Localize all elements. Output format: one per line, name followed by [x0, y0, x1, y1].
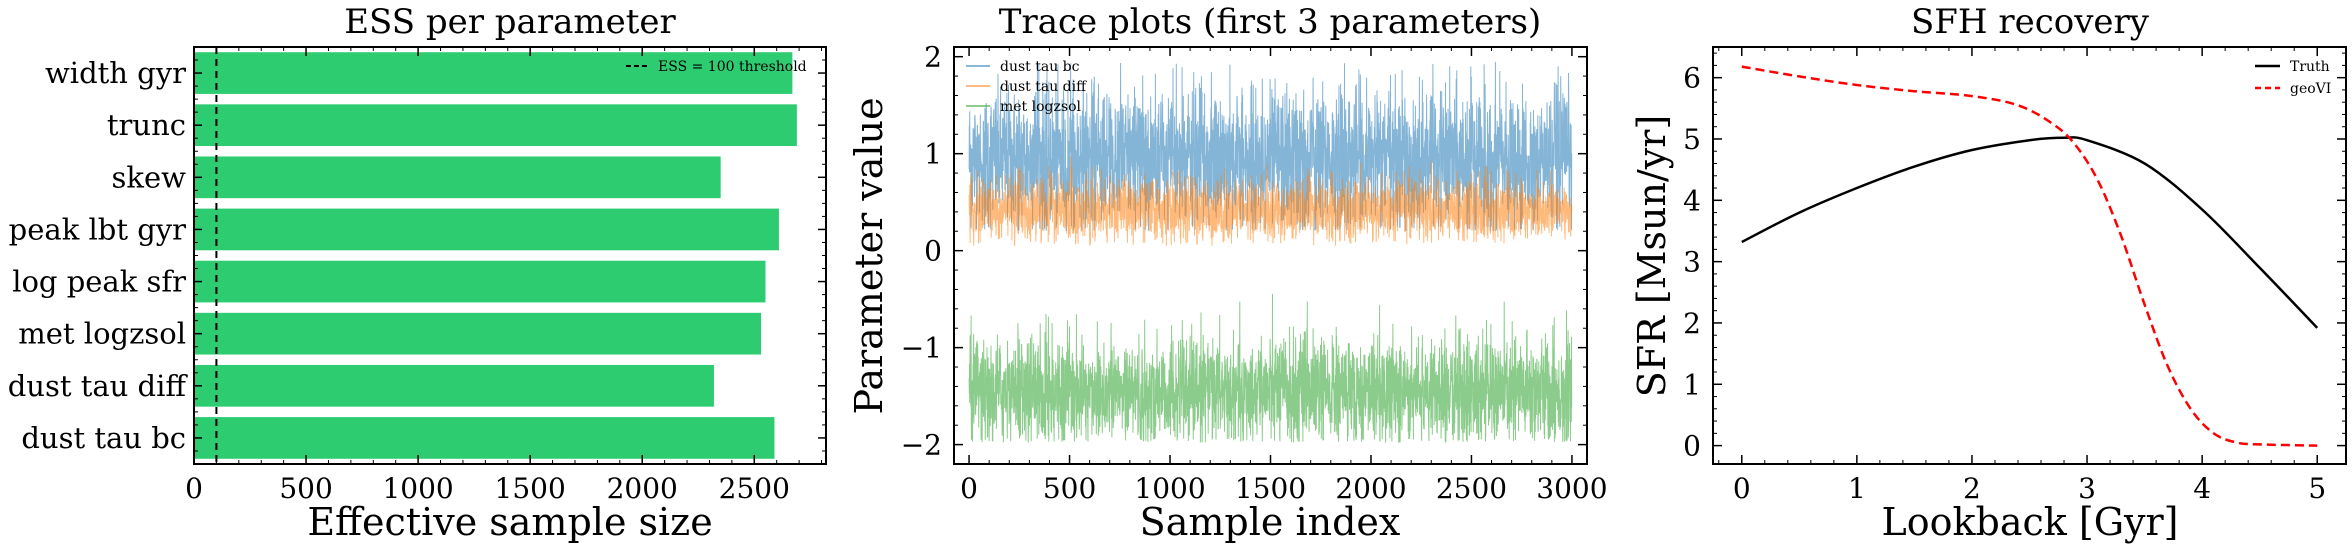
ess-x-ticks: 0 500 1000 1500 2000 2500 [185, 47, 823, 505]
sfh-x-tick-label: 5 [2308, 472, 2326, 505]
sfh-series [1741, 65, 2319, 447]
trace-y-tick-label: 0 [924, 235, 942, 268]
ess-category-label: dust tau diff [8, 369, 189, 403]
trace-x-tick-label: 1500 [1235, 472, 1306, 505]
sfh-y-tick-label: 6 [1683, 62, 1701, 95]
trace-legend: dust tau bc dust tau diff met logzsol [966, 59, 1087, 115]
trace-y-tick-label: −2 [901, 429, 942, 462]
ess-category-label: dust tau bc [21, 421, 186, 455]
ess-category-label: trunc [107, 108, 186, 142]
trace-legend-label: dust tau bc [1000, 59, 1080, 75]
ess-panel: ESS per parameter 0 500 1000 1500 2000 2500 w… [8, 2, 827, 544]
trace-legend-label: dust tau diff [1000, 79, 1087, 95]
ess-x-tick-label: 1500 [495, 472, 566, 505]
sfh-axes-frame [1712, 46, 2347, 465]
trace-x-tick-label: 0 [960, 472, 978, 505]
sfh-y-tick-label: 5 [1683, 123, 1701, 156]
ess-x-tick-label: 0 [185, 472, 203, 505]
ess-bar [194, 260, 766, 303]
sfh-legend-label: geoVI [2290, 81, 2331, 97]
ess-x-label: Effective sample size [307, 500, 712, 544]
ess-bar [194, 364, 714, 407]
ess-x-tick-label: 2500 [719, 472, 790, 505]
sfh-y-ticks: 0 1 2 3 4 5 6 [1683, 52, 2346, 463]
sfh-x-tick-label: 0 [1733, 472, 1751, 505]
sfh-x-label: Lookback [Gyr] [1881, 500, 2178, 544]
trace-title: Trace plots (first 3 parameters) [999, 2, 1541, 42]
trace-y-label: Parameter value [847, 97, 891, 414]
ess-bar [194, 104, 797, 147]
trace-y-tick-label: −1 [901, 332, 942, 365]
sfh-x-tick-label: 1 [1848, 472, 1866, 505]
trace-x-tick-label: 2000 [1335, 472, 1406, 505]
trace-y-tick-label: 1 [924, 138, 942, 171]
sfh-x-tick-label: 4 [2193, 472, 2211, 505]
sfh-legend-label: Truth [2290, 59, 2330, 75]
ess-bar [194, 156, 721, 199]
sfh-x-ticks: 0 1 2 3 4 5 [1718, 47, 2326, 505]
sfh-line-truth [1741, 136, 2319, 329]
sfh-panel: SFH recovery 0 1 2 3 4 5 0 1 2 3 4 5 6 Truth geoVI L… [1630, 2, 2347, 544]
ess-bars [194, 52, 797, 459]
trace-line-dust-tau-bc [968, 61, 1573, 232]
trace-x-label: Sample index [1140, 500, 1401, 544]
sfh-y-tick-label: 4 [1683, 184, 1701, 217]
ess-bar [194, 208, 779, 251]
trace-legend-label: met logzsol [1000, 99, 1081, 115]
trace-series [968, 61, 1573, 443]
ess-category-label: skew [112, 160, 187, 194]
ess-x-tick-label: 1000 [382, 472, 453, 505]
ess-category-label: log peak sfr [12, 265, 186, 299]
ess-category-label: width gyr [45, 56, 186, 90]
sfh-title: SFH recovery [1911, 2, 2150, 42]
trace-x-tick-label: 3000 [1536, 472, 1607, 505]
ess-bar [194, 52, 793, 94]
sfh-y-tick-label: 0 [1683, 430, 1701, 463]
sfh-x-tick-label: 2 [1963, 472, 1981, 505]
ess-x-tick-label: 2000 [607, 472, 678, 505]
ess-category-label: met logzsol [18, 317, 186, 351]
ess-legend: ESS = 100 threshold [626, 59, 807, 75]
trace-axes-frame [953, 46, 1588, 465]
ess-bar [194, 312, 762, 355]
ess-bar [194, 417, 775, 459]
trace-y-tick-label: 2 [924, 41, 942, 74]
trace-x-tick-label: 1000 [1134, 472, 1205, 505]
ess-x-tick-label: 500 [279, 472, 332, 505]
trace-line-dust-tau-diff [968, 156, 1573, 246]
sfh-y-label: SFR [Msun/yr] [1630, 115, 1674, 398]
trace-panel: Trace plots (first 3 parameters) 0 500 100… [847, 2, 1608, 544]
sfh-y-tick-label: 3 [1683, 246, 1701, 279]
ess-title: ESS per parameter [344, 2, 676, 42]
sfh-legend: Truth geoVI [2255, 59, 2331, 97]
trace-line-met-logzsol [968, 293, 1573, 443]
sfh-y-tick-label: 2 [1683, 307, 1701, 340]
trace-x-ticks: 0 500 1000 1500 2000 2500 3000 [960, 47, 1608, 505]
trace-x-tick-label: 2500 [1436, 472, 1507, 505]
ess-axes-frame [193, 46, 827, 465]
ess-legend-label: ESS = 100 threshold [658, 59, 807, 75]
sfh-y-tick-label: 1 [1683, 368, 1701, 401]
ess-category-label: peak lbt gyr [9, 212, 186, 246]
sfh-line-geovi [1741, 65, 2318, 447]
trace-x-tick-label: 500 [1043, 472, 1096, 505]
sfh-x-tick-label: 3 [2078, 472, 2096, 505]
